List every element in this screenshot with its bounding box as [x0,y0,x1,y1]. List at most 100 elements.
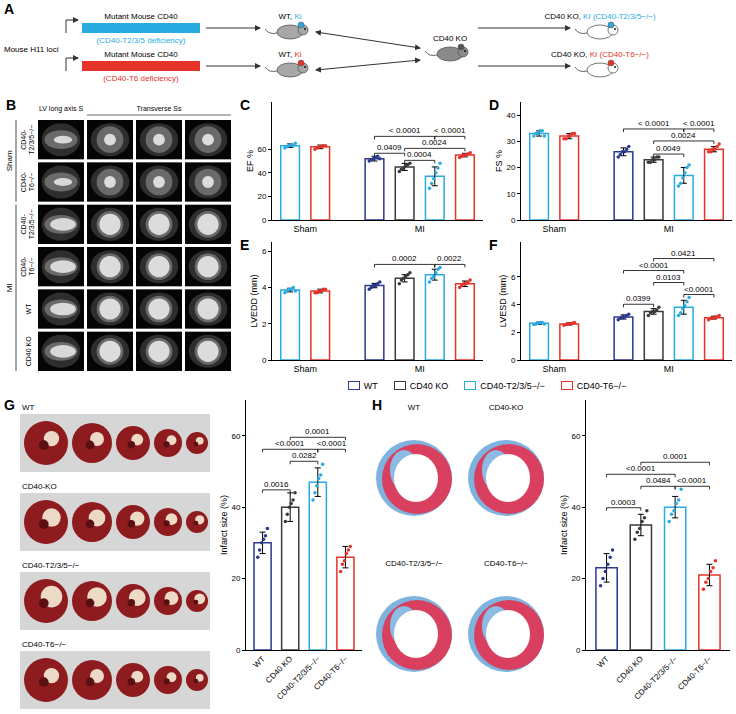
svg-text:60: 60 [257,145,266,154]
svg-text:0: 0 [511,216,516,225]
svg-text:Infarct size (%): Infarct size (%) [219,495,229,555]
svg-text:20: 20 [571,574,580,583]
svg-text:CD40 KO: CD40 KO [615,654,646,685]
svg-text:CD40-: CD40- [20,129,27,150]
svg-text:MI: MI [664,364,674,374]
svg-text:0.0002: 0.0002 [392,254,417,263]
svg-text:CD40 KO: CD40 KO [264,654,295,685]
svg-text:6: 6 [262,247,267,256]
svg-text:Sham: Sham [5,150,14,171]
svg-text:<0.0001: <0.0001 [677,476,707,485]
svg-text:MI: MI [415,364,425,374]
svg-text:40: 40 [231,503,240,512]
svg-text:<0.0001: <0.0001 [684,285,714,294]
svg-text:0: 0 [576,646,581,655]
svg-text:0.0049: 0.0049 [656,144,681,153]
svg-text:LVESD (mm): LVESD (mm) [498,275,508,327]
svg-text:0.0484: 0.0484 [646,476,671,485]
svg-text:WT: WT [25,303,32,315]
svg-text:T6−/−: T6−/− [28,173,35,191]
svg-text:4: 4 [511,300,516,309]
svg-text:CD40-T2/3/5−/−: CD40-T2/3/5−/− [275,654,322,701]
svg-text:20: 20 [231,574,240,583]
svg-text:<0.0001: <0.0001 [275,439,305,448]
svg-text:40: 40 [506,111,515,120]
svg-text:Mutant Mouse CD40: Mutant Mouse CD40 [104,12,178,21]
svg-text:CD40-T2/3/5−/−: CD40-T2/3/5−/− [385,559,443,568]
svg-text:B: B [6,97,16,113]
svg-text:0.0016: 0.0016 [264,480,289,489]
svg-text:CD40 KO: CD40 KO [25,336,32,367]
svg-text:0.0024: 0.0024 [671,131,696,140]
svg-text:40: 40 [571,503,580,512]
svg-text:<0.0001: <0.0001 [639,261,669,270]
svg-text:6: 6 [511,273,516,282]
svg-text:CD40-: CD40- [20,214,27,235]
svg-text:40: 40 [257,169,266,178]
svg-text:WT: WT [596,654,611,669]
svg-text:Sham: Sham [542,364,566,374]
svg-text:CD40-T6−/−: CD40-T6−/− [676,654,714,692]
svg-text:0: 0 [262,356,267,365]
svg-text:WT: WT [22,403,35,412]
svg-text:WT: WT [252,654,267,669]
svg-text:A: A [4,1,14,17]
svg-text:0.0001: 0.0001 [305,427,330,436]
svg-text:30: 30 [506,137,515,146]
svg-text:(CD40-T2/3/5 deficiency): (CD40-T2/3/5 deficiency) [97,36,186,45]
svg-text:0.0421: 0.0421 [671,249,696,258]
svg-text:CD40-KO: CD40-KO [489,403,524,412]
svg-text:WT: WT [408,403,421,412]
svg-text:0: 0 [236,646,241,655]
svg-text:0.0103: 0.0103 [656,273,681,282]
svg-text:60: 60 [571,432,580,441]
svg-text:CD40-T6−/−: CD40-T6−/− [312,654,350,692]
svg-text:Infarct size (%): Infarct size (%) [559,495,569,555]
svg-text:0: 0 [511,356,516,365]
svg-text:10: 10 [506,190,515,199]
svg-text:Sham: Sham [293,364,317,374]
svg-text:<0.0001: <0.0001 [317,439,347,448]
svg-text:0.0024: 0.0024 [422,138,447,147]
svg-text:CD40 KO, KI (CD40-T6−/−): CD40 KO, KI (CD40-T6−/−) [551,50,649,59]
svg-text:60: 60 [231,432,240,441]
svg-text:T2/3/5−/−: T2/3/5−/− [28,125,35,155]
svg-text:CD40 KO, KI (CD40-T2/3/5−/−): CD40 KO, KI (CD40-T2/3/5−/−) [544,12,655,21]
svg-text:<0.0001: <0.0001 [626,464,656,473]
svg-text:0.0003: 0.0003 [611,498,636,507]
svg-text:Mutant Mouse CD40: Mutant Mouse CD40 [104,50,178,59]
svg-text:Sham: Sham [542,224,566,234]
svg-text:0.0022: 0.0022 [437,254,462,263]
svg-text:H: H [372,397,382,413]
svg-text:MI: MI [415,224,425,234]
svg-text:MI: MI [5,283,14,292]
svg-text:0.0399: 0.0399 [626,294,651,303]
svg-text:< 0.0001: < 0.0001 [683,119,715,128]
svg-text:MI: MI [664,224,674,234]
svg-text:CD40-: CD40- [20,256,27,277]
svg-text:CD40-T6−/−: CD40-T6−/− [22,640,66,649]
svg-text:(CD40-T6 deficiency): (CD40-T6 deficiency) [103,74,179,83]
svg-text:2: 2 [262,319,267,328]
svg-text:LVEDD (mm): LVEDD (mm) [249,275,259,328]
svg-text:FS %: FS % [494,150,504,172]
svg-text:Sham: Sham [293,224,317,234]
svg-text:T6−/−: T6−/− [28,258,35,276]
svg-text:20: 20 [257,192,266,201]
svg-text:LV long axis S: LV long axis S [39,105,84,113]
svg-text:T2/3/5−/−: T2/3/5−/− [28,209,35,239]
svg-text:CD40-: CD40- [20,171,27,192]
svg-text:< 0.0001: < 0.0001 [638,119,670,128]
svg-text:CD40-T6−/−: CD40-T6−/− [484,559,528,568]
svg-text:Transverse Ss: Transverse Ss [137,105,182,112]
svg-text:0.0282: 0.0282 [292,451,317,460]
svg-text:WT, Ki: WT, Ki [278,50,301,59]
svg-text:< 0.0001: < 0.0001 [434,126,466,135]
svg-text:CD40-T2/3/5−/−: CD40-T2/3/5−/− [22,561,80,570]
svg-text:0.0004: 0.0004 [407,150,432,159]
svg-text:G: G [4,397,15,413]
svg-text:CD40-KO: CD40-KO [22,482,57,491]
svg-text:20: 20 [506,163,515,172]
svg-text:0.0001: 0.0001 [663,452,688,461]
svg-text:4: 4 [262,283,267,292]
